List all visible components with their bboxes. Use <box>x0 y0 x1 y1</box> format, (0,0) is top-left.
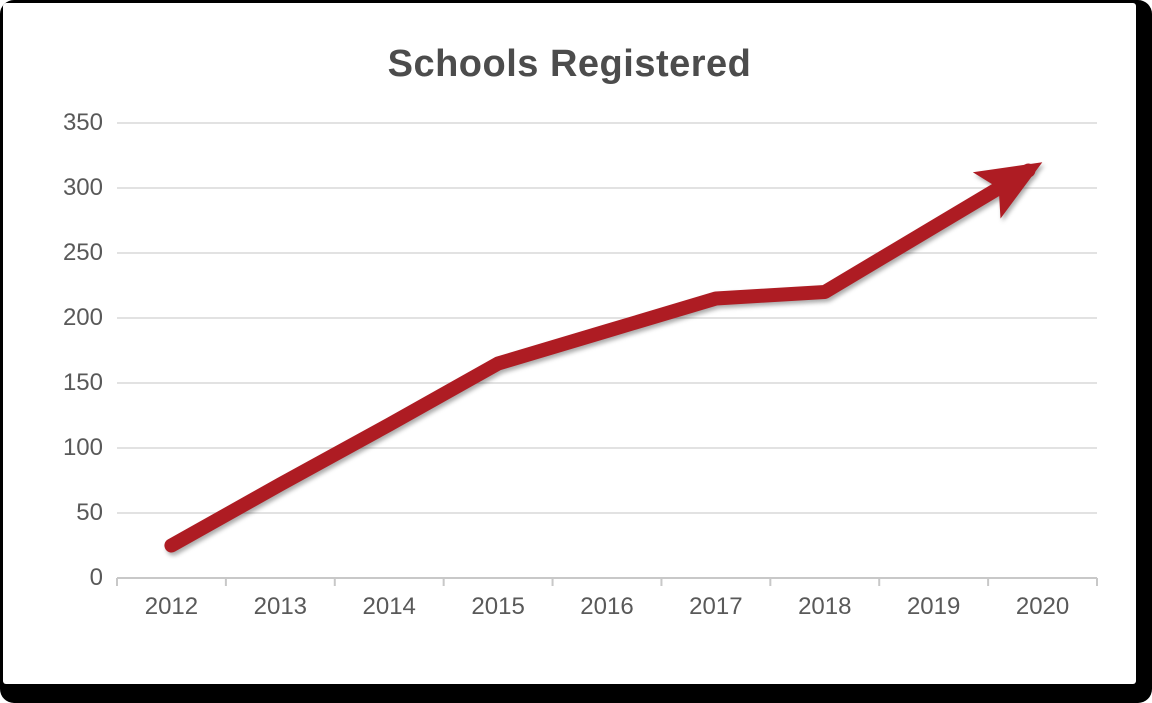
chart-title: Schools Registered <box>387 43 752 85</box>
y-axis-tick-label: 350 <box>62 109 103 136</box>
data-series-line <box>164 162 1043 553</box>
x-axis-tick-label: 2017 <box>689 593 743 620</box>
y-axis-tick-label: 150 <box>62 369 103 396</box>
x-axis-tick-label: 2016 <box>580 593 634 620</box>
y-axis-tick-label: 0 <box>89 564 103 591</box>
y-axis-tick-label: 100 <box>62 434 103 461</box>
line-chart-plot-area <box>116 122 1098 586</box>
x-axis-tick-label: 2019 <box>906 593 961 620</box>
y-axis-tick-label: 50 <box>76 499 103 526</box>
x-axis-tick-label: 2015 <box>471 593 525 620</box>
chart-canvas: Schools Registered 350 300 250 200 150 100 50 0… <box>3 3 1136 684</box>
x-axis-tick-label: 2014 <box>362 593 416 620</box>
y-axis-tick-label: 200 <box>62 304 103 331</box>
x-axis-tick-label: 2020 <box>1015 593 1070 620</box>
x-axis-tick-label: 2013 <box>253 593 308 620</box>
x-axis-tick-label: 2012 <box>144 593 199 620</box>
y-axis-tick-label: 250 <box>62 239 103 266</box>
x-axis-tick-label: 2018 <box>798 593 852 620</box>
y-axis-tick-label: 300 <box>62 174 103 201</box>
data-series <box>164 162 1043 553</box>
